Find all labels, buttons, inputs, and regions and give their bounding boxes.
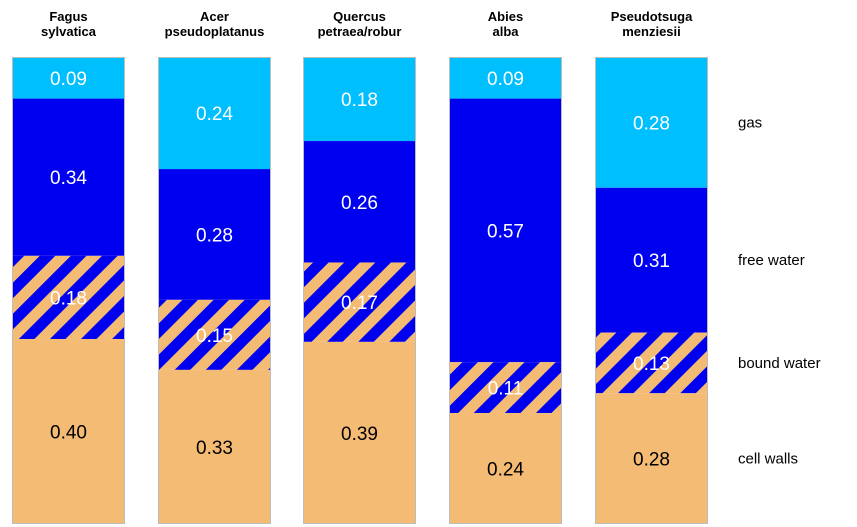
species-title-2-line-2: pseudoplatanus [165,24,265,39]
bar-segment-bound-water [158,299,271,370]
species-title-5-line-1: Pseudotsuga [611,9,693,24]
data-label-gas: 0.28 [633,113,670,134]
bar-column-3: 0.18 0.26 0.17 0.39 [303,57,416,524]
bar-segment-gas [12,57,125,99]
data-label-gas: 0.09 [50,69,87,90]
data-label-bound-water: 0.11 [488,379,524,400]
bar-segment-free-water [595,187,708,333]
data-label-cell-walls: 0.28 [633,450,670,471]
data-label-bound-water: 0.15 [196,326,233,347]
species-title-3-line-1: Quercus [333,9,386,24]
bar-segment-free-water [303,141,416,263]
data-label-bound-water: 0.17 [341,293,378,314]
data-label-free-water: 0.31 [633,251,670,272]
data-label-free-water: 0.28 [196,225,233,246]
bar-segment-cell-walls [158,369,271,524]
bar-segment-gas [303,57,416,142]
bars: 0.09 0.34 0.18 0.40 0.24 0.28 0.15 0.33 0.18 0.26… [12,57,708,524]
bar-segment-gas [449,57,562,99]
bar-column-5: 0.28 0.31 0.13 0.28 [595,57,708,524]
species-title-2-line-1: Acer [200,9,229,24]
species-title-1-line-1: Fagus [49,9,87,24]
legend-label-cell-walls: cell walls [738,451,798,468]
bar-column-2: 0.24 0.28 0.15 0.33 [158,57,271,524]
bar-segment-free-water [449,98,562,363]
bar-column-4: 0.09 0.57 0.11 0.24 [449,57,562,524]
species-title-4-line-1: Abies [488,9,523,24]
bar-outline [595,57,708,524]
data-label-cell-walls: 0.39 [341,424,378,445]
bar-outline [449,57,562,524]
bar-segment-gas [158,57,271,170]
bar-outline [303,57,416,524]
species-title-5-line-2: menziesii [622,24,681,39]
bar-segment-bound-water [303,262,416,342]
bar-segment-cell-walls [449,413,562,524]
data-label-free-water: 0.26 [341,193,378,214]
bar-segment-bound-water [595,332,708,394]
legend-label-bound-water: bound water [738,355,821,372]
bar-segment-bound-water [12,255,125,340]
data-label-bound-water: 0.18 [50,288,87,309]
species-title-4-line-2: alba [492,24,519,39]
data-label-gas: 0.09 [487,69,524,90]
bar-segment-gas [595,57,708,188]
data-label-free-water: 0.34 [50,168,87,189]
bar-segment-cell-walls [12,339,125,524]
bar-column-1: 0.09 0.34 0.18 0.40 [12,57,125,524]
bar-segment-bound-water [449,362,562,414]
bar-outline [158,57,271,524]
data-label-gas: 0.24 [196,104,233,125]
legend-label-free-water: free water [738,252,805,269]
data-label-cell-walls: 0.33 [196,438,233,459]
bar-outline [12,57,125,524]
legend: gas free water bound water cell walls [738,114,821,467]
data-label-gas: 0.18 [341,90,378,111]
bar-segment-free-water [158,169,271,300]
bar-segment-free-water [12,98,125,256]
species-title-3-line-2: petraea/robur [318,24,402,39]
bar-segment-cell-walls [595,393,708,524]
data-label-free-water: 0.57 [487,221,524,242]
bar-segment-cell-walls [303,341,416,524]
legend-label-gas: gas [738,114,762,131]
data-label-cell-walls: 0.24 [487,460,524,481]
data-label-bound-water: 0.13 [633,354,670,375]
data-label-cell-walls: 0.40 [50,423,87,444]
species-title-1-line-2: sylvatica [41,24,97,39]
